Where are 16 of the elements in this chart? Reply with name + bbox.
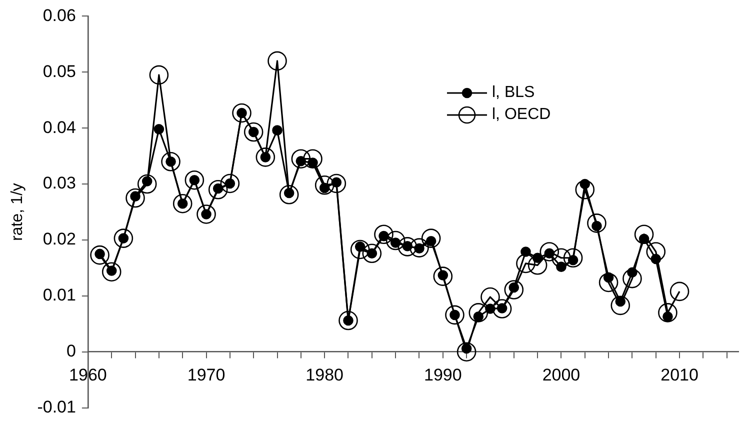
y-tick-label: -0.01	[37, 397, 76, 416]
y-tick-label: 0.01	[42, 286, 76, 305]
y-tick-label: 0.02	[42, 230, 76, 249]
x-tick-label: 1980	[306, 366, 344, 385]
y-axis-title: rate, 1/y	[9, 183, 26, 241]
x-tick-label: 2010	[660, 366, 698, 385]
x-tick-label: 1970	[187, 366, 226, 385]
y-tick-label: 0.06	[42, 6, 76, 25]
legend-label: l, BLS	[492, 84, 535, 102]
y-tick-label: 0.05	[42, 62, 76, 81]
y-tick-label: 0	[66, 342, 76, 361]
x-tick-label: 2000	[542, 366, 580, 385]
y-tick-label: 0.04	[42, 118, 76, 137]
x-tick-label: 1990	[424, 366, 462, 385]
y-tick-label: 0.03	[42, 174, 76, 193]
legend-label: l, OECD	[492, 106, 551, 124]
